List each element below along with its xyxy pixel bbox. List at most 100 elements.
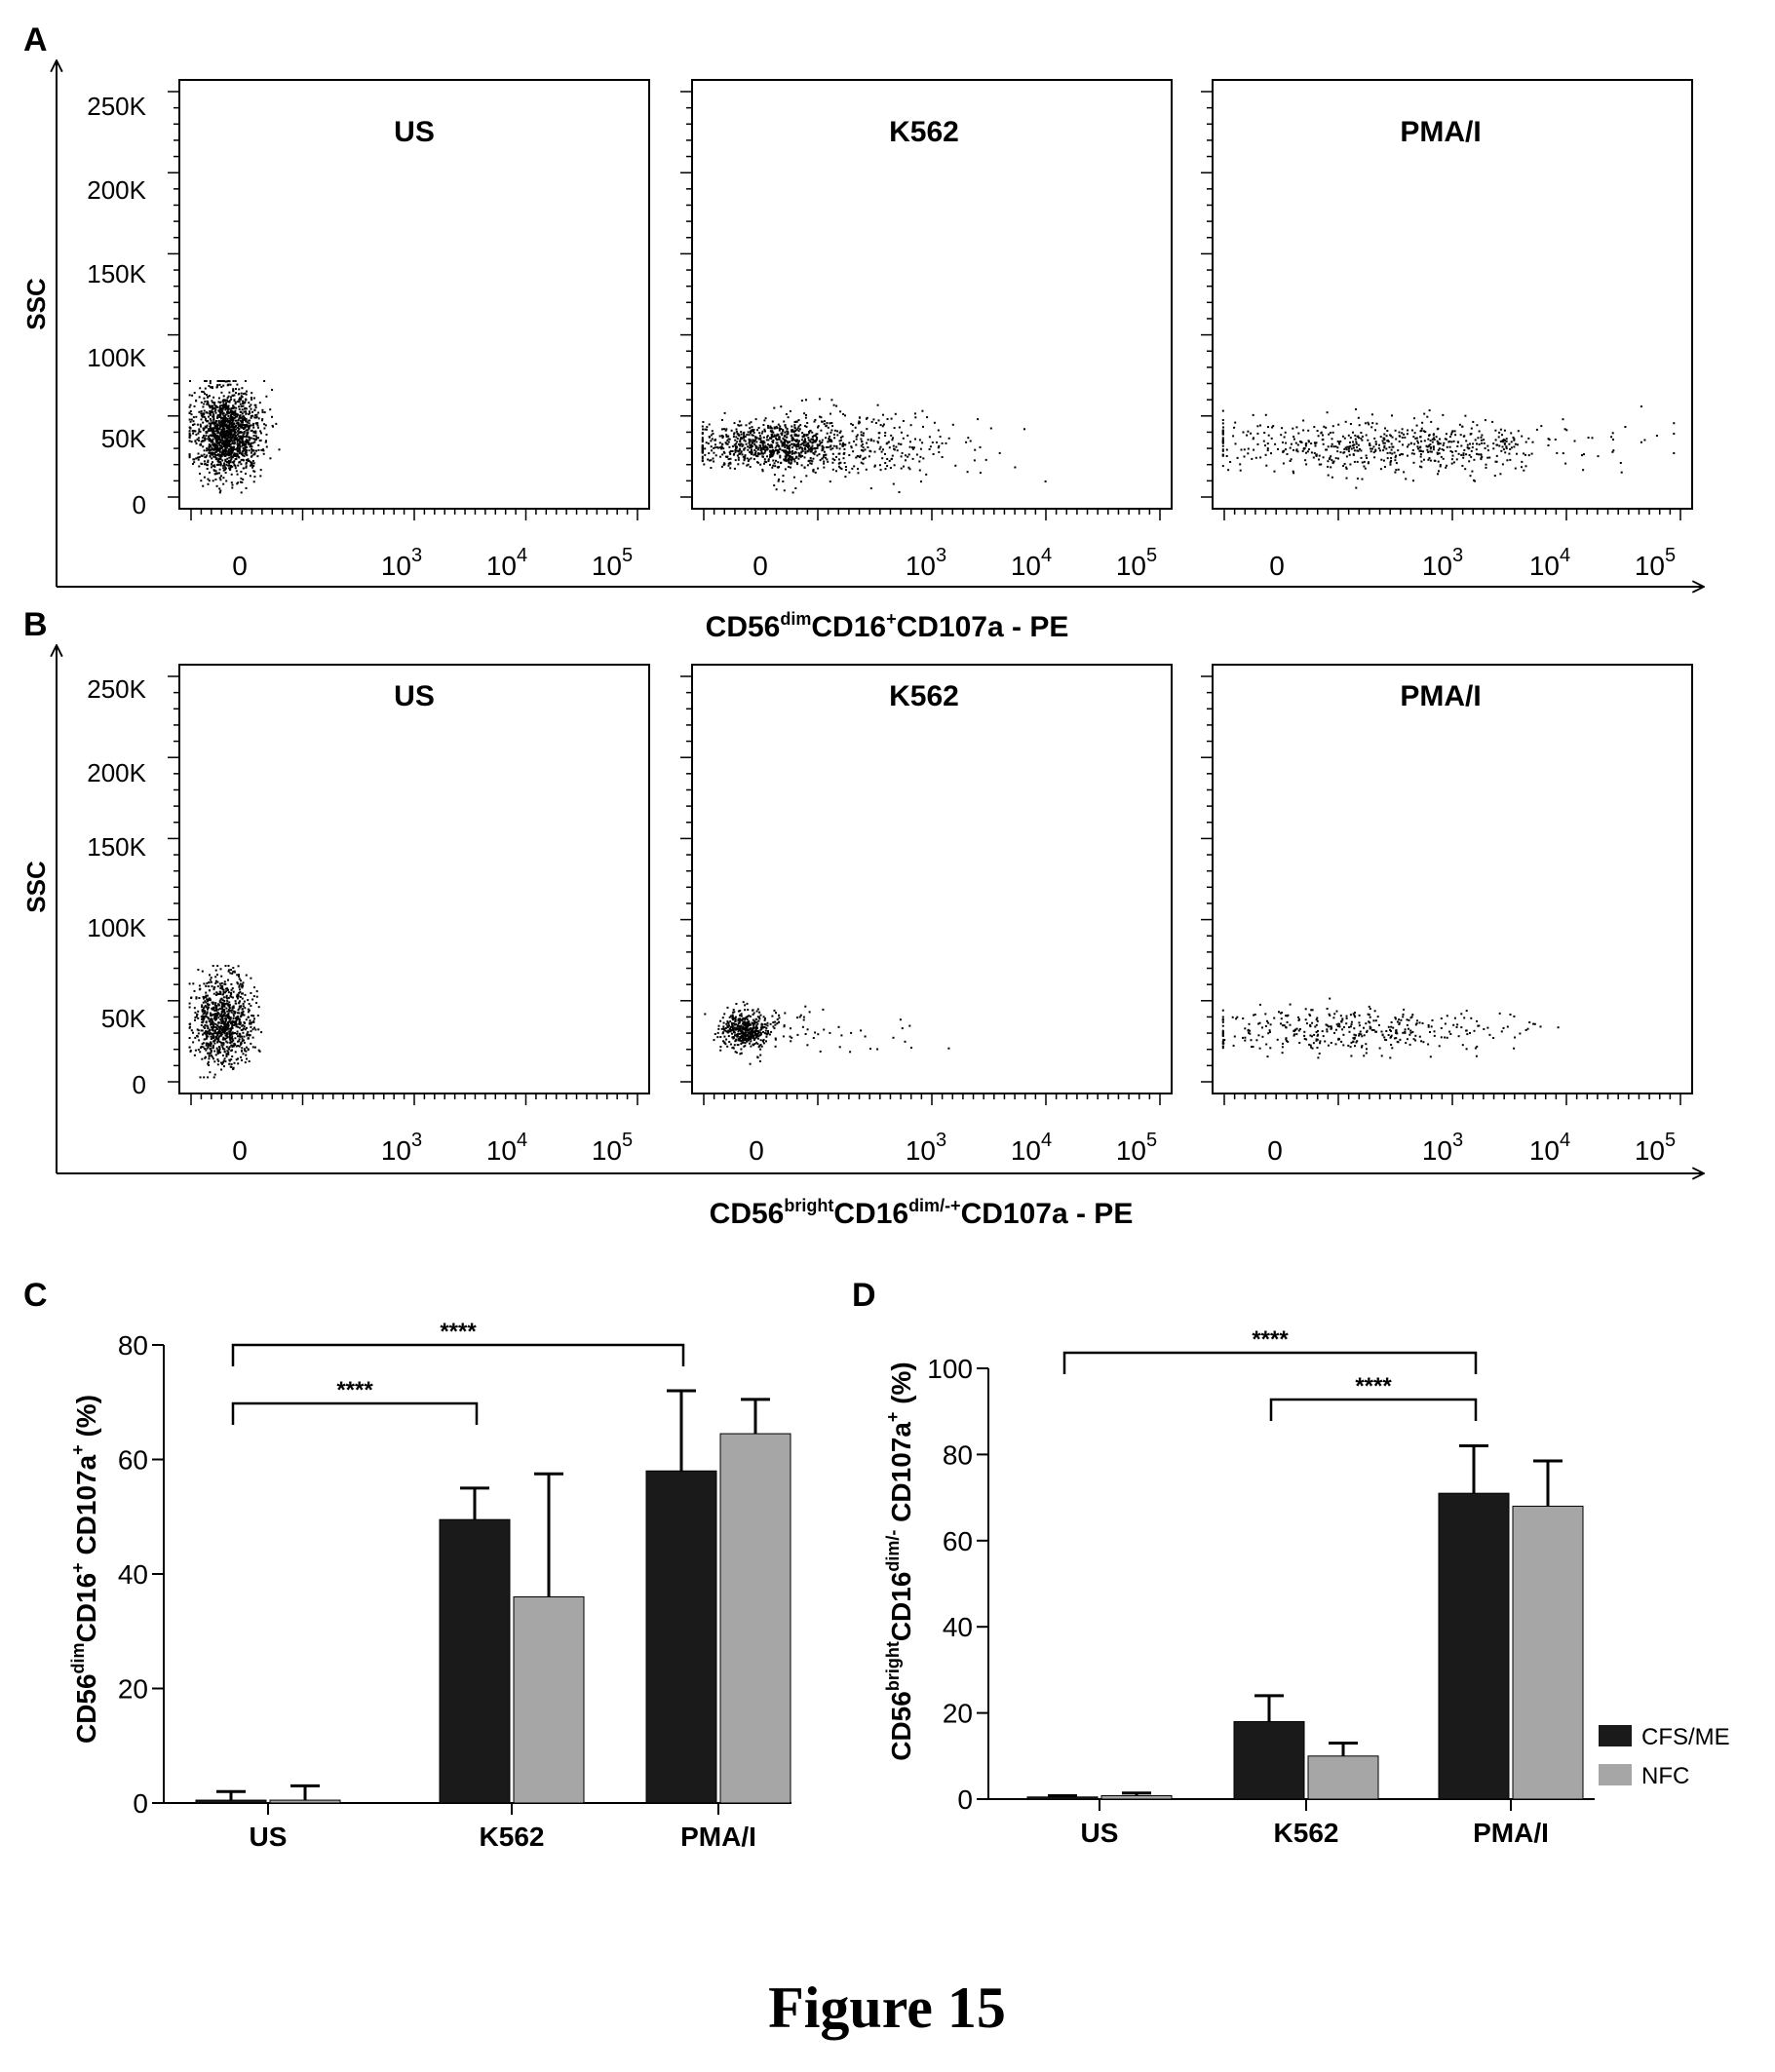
y-tick-label: 0 (133, 1070, 146, 1099)
x-tick-label: K562 (480, 1822, 545, 1852)
y-tick-label: 100K (87, 343, 146, 372)
bar-cfs-me (1439, 1493, 1509, 1799)
x-tick-label: 0 (752, 551, 768, 581)
event-dots (189, 380, 281, 493)
y-tick-label: 250K (87, 92, 146, 121)
significance-stars: **** (440, 1319, 477, 1345)
y-tick-label: 80 (943, 1439, 973, 1470)
plot-frame (1213, 665, 1692, 1094)
panel-a-x-axis-label: CD56dimCD16+CD107a - PE (706, 609, 1069, 643)
y-tick-label: 0 (133, 1788, 148, 1819)
plot-title: US (394, 680, 435, 712)
panel-letter-d: D (852, 1277, 876, 1314)
panel-a-y-ticks: 250K 200K 150K 100K 50K 0 (87, 92, 146, 519)
panel-c-y-axis-label: CD56dimCD16+ CD107a+ (%) (68, 1395, 101, 1744)
axis-ticks (680, 676, 1160, 1105)
y-tick-label: 100K (87, 913, 146, 942)
y-tick-label: 0 (133, 490, 146, 519)
x-tick-label: 105 (592, 1130, 633, 1166)
x-tick-label: 104 (1529, 545, 1570, 581)
bar-cfs-me (1027, 1797, 1098, 1799)
x-tick-label: K562 (1274, 1818, 1339, 1848)
panel-d-y-axis-label: CD56brightCD16dim/- CD107a+ (%) (883, 1362, 916, 1761)
y-tick-label: 50K (101, 424, 147, 453)
significance-bracket (233, 1345, 683, 1366)
dot-plot-b-us: US 0 103 104 105 (168, 665, 649, 1166)
y-tick-label: 40 (943, 1612, 973, 1642)
x-tick-label: PMA/I (1473, 1818, 1549, 1848)
x-tick-labels: 0 103 104 105 (1267, 1130, 1676, 1166)
y-tick-label: 60 (943, 1526, 973, 1556)
dot-plot-a-k562: K562 0 103 104 105 (680, 80, 1172, 581)
legend-label: CFS/ME (1641, 1724, 1730, 1750)
panel-b-x-axis-label: CD56brightCD16dim/-+CD107a - PE (710, 1196, 1134, 1230)
significance-bracket (233, 1403, 477, 1425)
bar-cfs-me (1234, 1721, 1304, 1799)
significance-bracket (1064, 1353, 1476, 1374)
y-tick-label: 150K (87, 259, 146, 288)
event-dots (1222, 405, 1676, 489)
x-tick-label: 105 (1116, 545, 1157, 581)
bar-nfc (720, 1434, 791, 1803)
y-tick-label: 0 (957, 1784, 973, 1815)
x-tick-labels: 0 103 104 105 (749, 1130, 1157, 1166)
x-tick-label: PMA/I (680, 1822, 756, 1852)
y-tick-label: 20 (118, 1674, 148, 1705)
y-tick-label: 50K (101, 1004, 147, 1033)
x-tick-label: 103 (381, 1130, 422, 1166)
x-tick-label: 104 (1529, 1130, 1570, 1166)
plot-title: K562 (889, 680, 959, 712)
plot-title: US (394, 116, 435, 148)
event-dots (702, 398, 1047, 493)
x-tick-label: 104 (486, 545, 527, 581)
legend-label: NFC (1641, 1763, 1689, 1789)
panel-d: D CD56brightCD16dim/- CD107a+ (%) 020406… (852, 1277, 1730, 1848)
figure-caption: Figure 15 (768, 1976, 1006, 2040)
x-tick-label: 103 (381, 545, 422, 581)
y-tick-label: 60 (118, 1445, 148, 1476)
bar-cfs-me (440, 1519, 510, 1803)
x-tick-label: 0 (1269, 551, 1285, 581)
significance-stars: **** (336, 1377, 373, 1403)
x-tick-label: 0 (749, 1135, 764, 1166)
y-tick-label: 250K (87, 674, 146, 704)
panel-b-y-axis-label: SSC (21, 861, 51, 913)
bar-nfc (1513, 1506, 1583, 1799)
x-tick-label: 104 (1011, 545, 1052, 581)
x-tick-label: 105 (1635, 1130, 1676, 1166)
panel-a-y-axis-label: SSC (21, 278, 51, 330)
dot-plot-b-k562: K562 0 103 104 105 (680, 665, 1172, 1166)
dot-plot-b-pma-i: PMA/I 0 103 104 105 (1201, 665, 1692, 1166)
bar-nfc (514, 1597, 584, 1804)
bar-cfs-me (646, 1471, 716, 1803)
y-tick-label: 150K (87, 832, 146, 862)
x-tick-label: 0 (232, 1135, 248, 1166)
x-tick-label: 103 (1422, 1130, 1463, 1166)
panel-b: B SSC CD56brightCD16dim/-+CD107a - PE 25… (21, 606, 1704, 1230)
bar-nfc (1308, 1756, 1378, 1799)
dot-plot-a-pma-i: PMA/I 0 103 104 105 (1201, 80, 1692, 581)
x-tick-label: 104 (486, 1130, 527, 1166)
x-tick-label: 0 (232, 551, 248, 581)
x-tick-labels: 0 103 104 105 (1269, 545, 1676, 581)
bar-nfc (270, 1800, 340, 1803)
x-tick-label: 103 (906, 1130, 946, 1166)
x-tick-label: 105 (1116, 1130, 1157, 1166)
plot-title: K562 (889, 116, 959, 148)
x-tick-label: US (1081, 1818, 1119, 1848)
x-tick-label: 105 (592, 545, 633, 581)
significance-stars: **** (1355, 1373, 1392, 1400)
significance-bracket (1271, 1400, 1476, 1421)
y-tick-label: 200K (87, 758, 146, 787)
x-tick-labels: 0 103 104 105 (232, 545, 633, 581)
x-tick-label: 0 (1267, 1135, 1283, 1166)
bar-nfc (1101, 1795, 1172, 1799)
legend-swatch (1599, 1725, 1632, 1746)
x-tick-label: 103 (1422, 545, 1463, 581)
plot-frame (692, 665, 1172, 1094)
x-tick-labels: 0 103 104 105 (232, 1130, 633, 1166)
event-dots (704, 1001, 949, 1065)
